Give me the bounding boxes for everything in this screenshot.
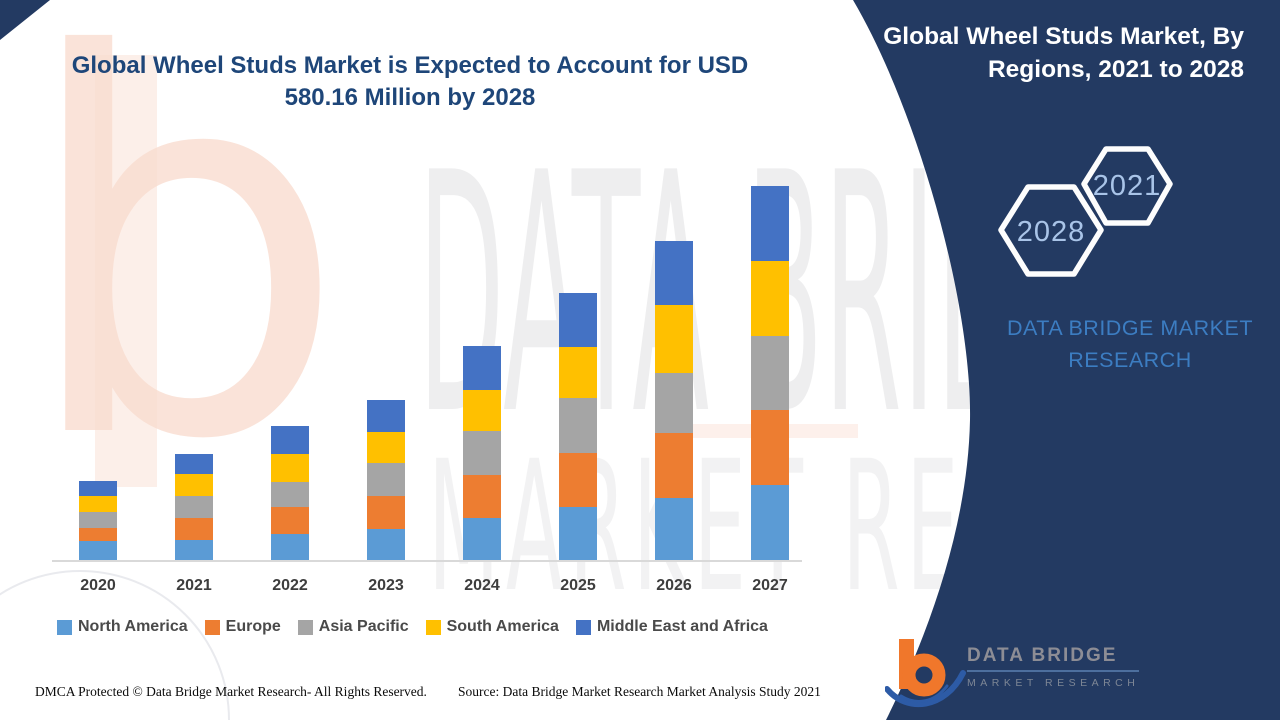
bar-segment-europe: [559, 453, 597, 507]
logo-divider: [967, 670, 1140, 672]
logo-b-icon: [885, 639, 966, 707]
legend-item: Europe: [204, 618, 281, 636]
bar-segment-north-america: [175, 540, 213, 561]
x-axis-label: 2025: [560, 577, 596, 594]
bar-segment-asia-pacific: [655, 373, 693, 433]
chart-title-line1: Global Wheel Studs Market is Expected to…: [71, 52, 749, 79]
brand-line1: DATA BRIDGE MARKET: [1007, 316, 1253, 340]
chart-title-line2: 580.16 Million by 2028: [284, 84, 536, 112]
brand-line2: RESEARCH: [1068, 348, 1192, 373]
bar-segment-middle-east-and-africa: [463, 346, 501, 390]
bar-segment-asia-pacific: [367, 463, 405, 496]
bar-segment-south-america: [463, 390, 501, 431]
x-axis-label: 2026: [656, 577, 692, 594]
x-axis-label: 2020: [80, 577, 116, 594]
bar-segment-south-america: [175, 474, 213, 496]
x-axis-line: [52, 560, 802, 562]
bar-segment-middle-east-and-africa: [559, 293, 597, 347]
bar-segment-middle-east-and-africa: [175, 454, 213, 474]
x-axis-label: 2024: [464, 577, 500, 594]
bar-segment-south-america: [655, 305, 693, 373]
bar-segment-asia-pacific: [463, 431, 501, 475]
bar-segment-north-america: [271, 534, 309, 561]
legend-item: Middle East and Africa: [575, 618, 768, 636]
hexagon-2021: [1081, 146, 1173, 226]
bar-segment-middle-east-and-africa: [367, 400, 405, 432]
watermark-band: [95, 55, 157, 487]
bar-segment-asia-pacific: [79, 512, 117, 528]
bar-segment-asia-pacific: [559, 398, 597, 453]
chart-title: Global Wheel Studs Market is Expected to…: [70, 50, 750, 115]
legend-swatch-icon: [57, 619, 72, 635]
bar-segment-asia-pacific: [271, 482, 309, 507]
legend-swatch-icon: [204, 619, 220, 635]
legend-label: North America: [78, 618, 188, 635]
bar-segment-europe: [175, 518, 213, 540]
logo-name: DATA BRIDGE: [967, 645, 1118, 666]
bar-segment-south-america: [367, 432, 405, 463]
hexagon-2021-label: 2021: [1093, 170, 1162, 202]
bar-segment-north-america: [367, 529, 405, 561]
legend-label: Middle East and Africa: [596, 618, 768, 635]
legend-swatch-icon: [297, 619, 313, 635]
x-axis-label: 2027: [752, 577, 788, 594]
logo-tagline: MARKET RESEARCH: [967, 677, 1140, 689]
brand-wordmark: DATA BRIDGE MARKET RESEARCH: [985, 312, 1275, 377]
legend-label: South America: [446, 618, 559, 635]
bar-segment-europe: [271, 507, 309, 534]
legend-swatch-icon: [425, 619, 441, 635]
bar-segment-europe: [367, 496, 405, 529]
bar-segment-north-america: [559, 507, 597, 561]
x-axis-label: 2021: [176, 577, 212, 594]
bar-segment-north-america: [463, 518, 501, 561]
bar-segment-south-america: [79, 496, 117, 512]
bar-segment-europe: [751, 410, 789, 485]
legend-item: South America: [425, 618, 559, 636]
bar-segment-middle-east-and-africa: [79, 481, 117, 496]
panel-title: Global Wheel Studs Market, By Regions, 2…: [814, 20, 1244, 86]
hexagon-2028-label: 2028: [1017, 216, 1086, 248]
x-axis-label: 2022: [272, 577, 308, 594]
panel-title-line2: Regions, 2021 to 2028: [987, 56, 1244, 84]
chart-legend: North America Europe Asia Pacific South Ame…: [57, 618, 768, 636]
source-note: Source: Data Bridge Market Research Mark…: [458, 684, 821, 699]
bar-segment-asia-pacific: [751, 336, 789, 410]
hexagon-2028: [998, 184, 1104, 277]
bar-segment-south-america: [271, 454, 309, 482]
bar-segment-europe: [655, 433, 693, 498]
bar-segment-north-america: [751, 485, 789, 561]
bar-segment-europe: [79, 528, 117, 541]
legend-label: Asia Pacific: [318, 618, 409, 635]
bar-segment-middle-east-and-africa: [655, 241, 693, 305]
bar-segment-south-america: [559, 347, 597, 398]
bar-segment-middle-east-and-africa: [751, 186, 789, 261]
bar-segment-north-america: [79, 541, 117, 561]
legend-label: Europe: [225, 618, 281, 635]
watermark-logo-letter: b: [18, 0, 349, 553]
panel-title-line1: Global Wheel Studs Market, By: [883, 23, 1244, 50]
bar-segment-europe: [463, 475, 501, 518]
legend-swatch-icon: [575, 619, 591, 635]
company-logo: DATA BRIDGE MARKET RESEARCH: [885, 633, 1140, 715]
legend-item: North America: [57, 618, 188, 636]
x-axis-label: 2023: [368, 577, 404, 594]
bar-segment-north-america: [655, 498, 693, 561]
legend-item: Asia Pacific: [297, 618, 409, 636]
bar-segment-asia-pacific: [175, 496, 213, 518]
bar-segment-middle-east-and-africa: [271, 426, 309, 454]
dmca-notice: DMCA Protected © Data Bridge Market Rese…: [35, 684, 427, 699]
year-hexagons: 2028 2021: [998, 146, 1173, 277]
bar-segment-south-america: [751, 261, 789, 336]
